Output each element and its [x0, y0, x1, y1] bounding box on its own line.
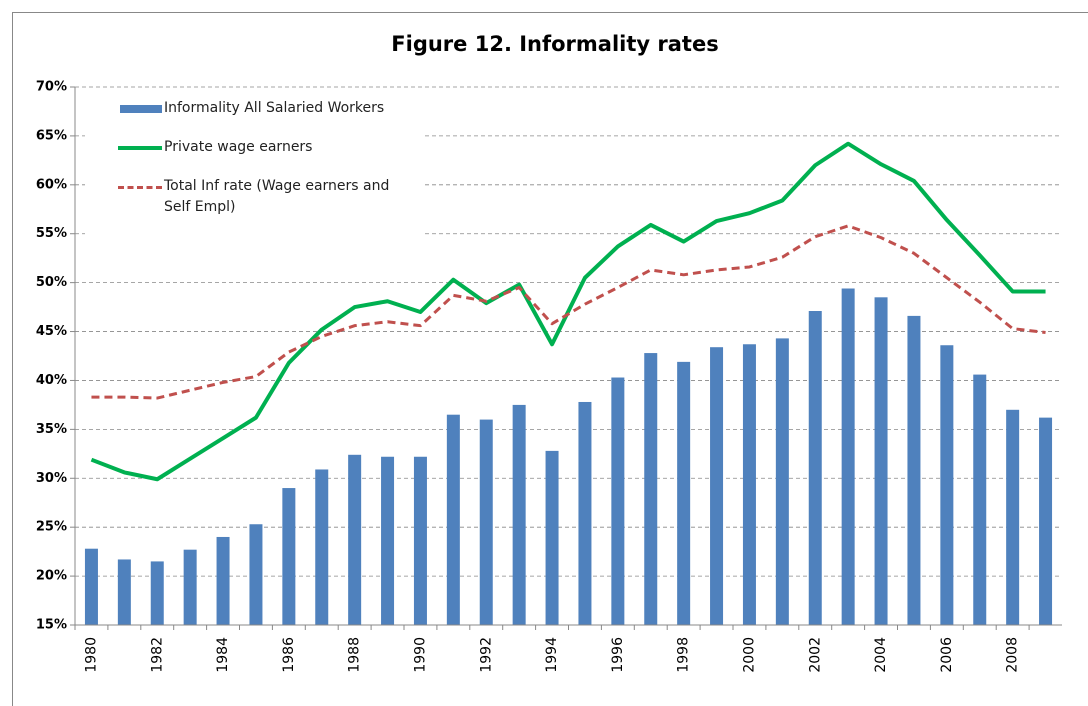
- bar: [512, 404, 526, 625]
- legend: Informality All Salaried Workers Private …: [90, 98, 420, 236]
- bar: [841, 288, 855, 625]
- bar: [117, 559, 131, 625]
- bar: [413, 456, 427, 625]
- bar: [249, 524, 263, 625]
- bar: [1006, 409, 1020, 625]
- x-tick-label: 2002: [807, 637, 823, 673]
- x-tick-label: 2008: [1005, 637, 1021, 673]
- y-tick-label: 55%: [36, 226, 67, 241]
- y-tick-label: 35%: [36, 422, 67, 437]
- chart-title: Figure 12. Informality rates: [391, 32, 718, 56]
- x-tick-label: 1982: [149, 637, 165, 673]
- legend-label: Total Inf rate (Wage earners and Self Em…: [164, 178, 390, 215]
- bar: [446, 414, 460, 625]
- bar: [348, 454, 362, 625]
- x-tick-label: 1990: [412, 637, 428, 673]
- bar: [1039, 417, 1053, 625]
- x-tick-label: 2006: [939, 637, 955, 673]
- bar: [677, 361, 691, 625]
- y-tick-label: 45%: [36, 324, 67, 339]
- bar: [874, 297, 888, 625]
- y-tick-label: 20%: [36, 569, 67, 584]
- bar: [578, 401, 592, 625]
- x-tick-label: 1996: [610, 637, 626, 673]
- y-tick-label: 65%: [36, 128, 67, 143]
- legend-background: [85, 95, 425, 265]
- bar: [973, 374, 987, 625]
- line: [91, 224, 1046, 400]
- x-tick-label: 2000: [741, 637, 757, 673]
- legend-item: Informality All Salaried Workers: [90, 98, 420, 119]
- legend-swatch: [118, 186, 162, 189]
- legend-item: Private wage earners: [90, 137, 420, 158]
- legend-label: Informality All Salaried Workers: [164, 100, 385, 116]
- x-tick-label: 1988: [347, 637, 363, 673]
- y-tick-label: 70%: [36, 80, 67, 95]
- bar: [710, 347, 724, 625]
- bar: [611, 377, 625, 625]
- legend-label: Private wage earners: [164, 139, 313, 155]
- x-tick-label: 1998: [676, 637, 692, 673]
- bar: [479, 419, 493, 625]
- bar: [907, 315, 921, 625]
- legend-item: Total Inf rate (Wage earners and Self Em…: [90, 176, 420, 218]
- y-tick-label: 40%: [36, 373, 67, 388]
- legend-swatch: [120, 105, 162, 113]
- x-tick-label: 2004: [873, 637, 889, 673]
- y-tick-label: 50%: [36, 275, 67, 290]
- x-tick-label: 1984: [215, 637, 231, 673]
- legend-swatch: [118, 146, 162, 150]
- bar: [381, 456, 395, 625]
- bar: [183, 549, 197, 625]
- bar: [940, 345, 954, 625]
- bar: [315, 469, 329, 625]
- line: [90, 141, 1046, 482]
- bar: [775, 338, 789, 625]
- y-tick-label: 15%: [36, 618, 67, 633]
- bar: [84, 548, 98, 625]
- x-tick-label: 1986: [281, 637, 297, 673]
- x-tick-label: 1994: [544, 637, 560, 673]
- bar: [282, 488, 296, 625]
- bar: [216, 536, 230, 625]
- y-tick-label: 60%: [36, 177, 67, 192]
- y-tick-label: 30%: [36, 471, 67, 486]
- x-tick-label: 1980: [83, 637, 99, 673]
- bar: [545, 450, 559, 625]
- x-tick-label: 1992: [478, 637, 494, 673]
- y-tick-label: 25%: [36, 520, 67, 535]
- bar: [808, 311, 822, 625]
- bar: [742, 344, 756, 625]
- bar: [644, 353, 658, 625]
- bar: [150, 561, 164, 625]
